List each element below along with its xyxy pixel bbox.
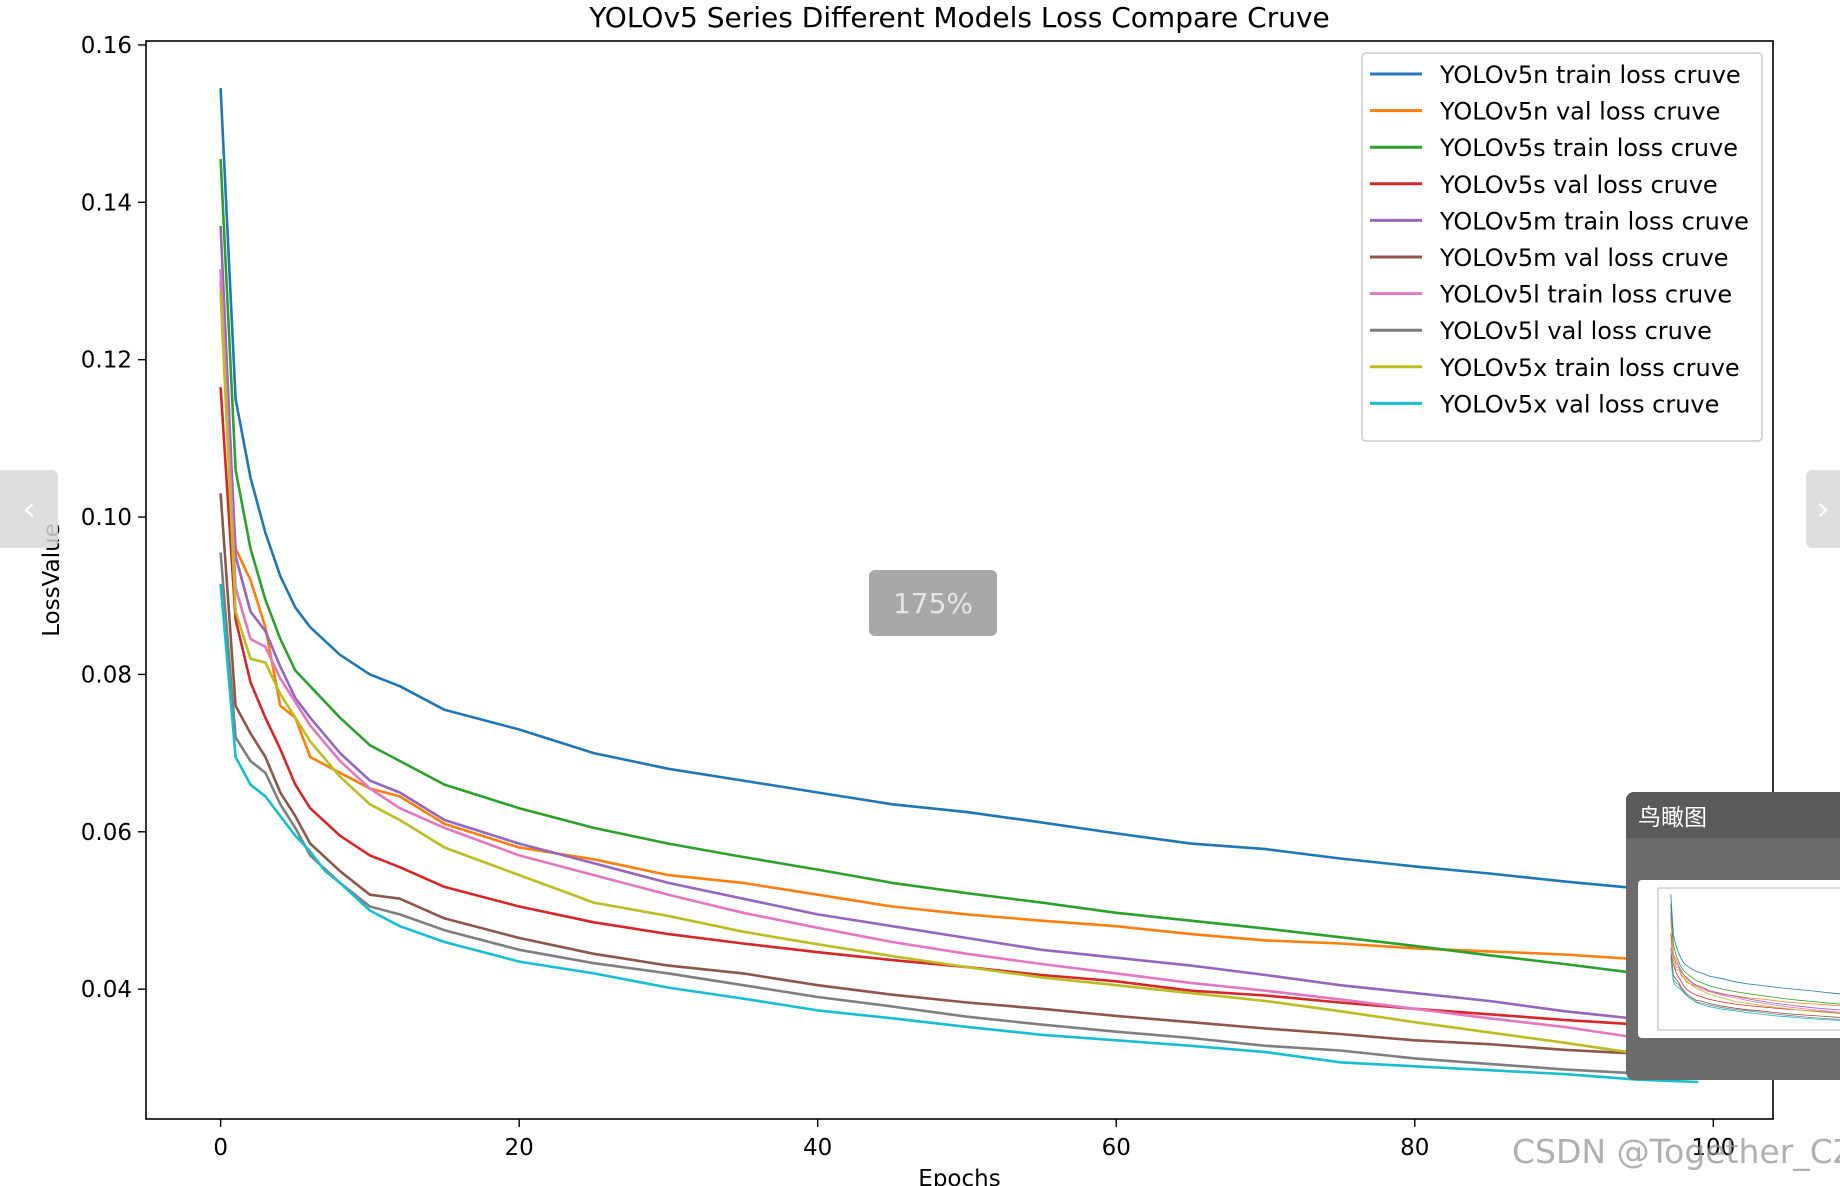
- y-tick-label: 0.08: [81, 662, 132, 688]
- series-line-10: [219, 583, 1699, 1084]
- overview-panel[interactable]: 鸟瞰图: [1626, 792, 1840, 1080]
- legend-entry: YOLOv5l val loss cruve: [1439, 317, 1712, 345]
- series-line-1: [219, 88, 1699, 898]
- series-line-7: [219, 269, 1699, 1049]
- thumb-series-line-8: [1670, 955, 1840, 1020]
- y-tick-label: 0.04: [81, 977, 132, 1003]
- legend-entry: YOLOv5n val loss cruve: [1439, 98, 1720, 126]
- y-tick-label: 0.14: [81, 190, 132, 216]
- x-tick-label: 0: [213, 1135, 228, 1161]
- thumb-series-line-6: [1670, 947, 1840, 1018]
- legend: YOLOv5n train loss cruve YOLOv5n val loss…: [1361, 52, 1763, 442]
- legend-entry: YOLOv5m val loss cruve: [1439, 244, 1729, 272]
- plot-frame: [145, 40, 1774, 1120]
- chevron-right-icon: ›: [1816, 489, 1830, 529]
- thumb-series-line-10: [1670, 959, 1840, 1021]
- x-axis-title: Epochs: [918, 1166, 1000, 1186]
- previous-image-button[interactable]: ‹: [0, 470, 58, 548]
- series-line-5: [219, 225, 1699, 1029]
- thumb-series-line-9: [1670, 921, 1840, 1014]
- watermark: CSDN @Together_CZ: [1512, 1132, 1840, 1171]
- thumb-series-line-7: [1670, 918, 1840, 1013]
- series-line-6: [219, 493, 1699, 1060]
- thumb-series-line-1: [1670, 894, 1840, 995]
- x-tick-label: 100: [1691, 1135, 1735, 1161]
- series-line-3: [219, 158, 1699, 985]
- series-line-9: [219, 292, 1699, 1065]
- legend-box: [1361, 52, 1763, 442]
- y-tick-label: 0.16: [81, 33, 132, 59]
- x-tick-label: 80: [1400, 1135, 1429, 1161]
- series-line-8: [219, 552, 1699, 1077]
- x-tick-label: 40: [803, 1135, 832, 1161]
- thumb-series-line-5: [1670, 912, 1840, 1011]
- zoom-level-badge: 175%: [869, 570, 997, 636]
- legend-entry: YOLOv5n train loss cruve: [1439, 61, 1741, 89]
- x-tick-label: 60: [1102, 1135, 1131, 1161]
- thumb-frame: [1657, 887, 1840, 1031]
- next-image-button[interactable]: ›: [1806, 470, 1840, 548]
- series-line-4: [219, 387, 1699, 1032]
- thumb-series-line-3: [1670, 903, 1840, 1005]
- overview-thumbnail[interactable]: [1638, 880, 1840, 1038]
- legend-entry: YOLOv5x val loss cruve: [1439, 390, 1719, 418]
- legend-entry: YOLOv5l train loss cruve: [1439, 281, 1732, 309]
- legend-entry: YOLOv5x train loss cruve: [1439, 354, 1740, 382]
- overview-thumbnail-chart: [1657, 887, 1840, 1031]
- thumb-series-line-2: [1670, 919, 1840, 1007]
- chevron-left-icon: ‹: [22, 489, 36, 529]
- series-line-2: [219, 280, 1699, 964]
- legend-entry: YOLOv5m train loss cruve: [1439, 207, 1749, 235]
- chart-title: YOLOv5 Series Different Models Loss Comp…: [588, 1, 1330, 34]
- overview-title: 鸟瞰图: [1626, 792, 1840, 838]
- legend-entry: YOLOv5s train loss cruve: [1439, 134, 1738, 162]
- axis-ticks: 0 20 40 60 80 100 0.04 0.06 0.08 0.10 0.12 0.14 0.16: [81, 33, 1735, 1161]
- series-lines: [219, 88, 1699, 1084]
- y-tick-label: 0.10: [81, 505, 132, 531]
- legend-entry: YOLOv5s val loss cruve: [1439, 171, 1718, 199]
- y-tick-label: 0.06: [81, 820, 132, 846]
- thumb-series-line-4: [1670, 933, 1840, 1014]
- x-tick-label: 20: [505, 1135, 534, 1161]
- y-tick-label: 0.12: [81, 348, 132, 374]
